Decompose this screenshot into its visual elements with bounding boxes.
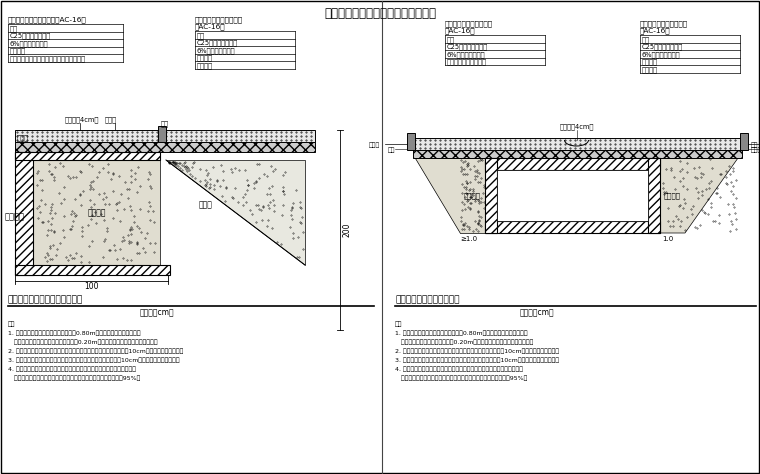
Text: 4. 台背回填采用透水性好的材料（砂砾、砂碎土、碎石或碎石石土等，不得: 4. 台背回填采用透水性好的材料（砂砾、砂碎土、碎石或碎石石土等，不得 xyxy=(395,366,523,372)
Text: C25水泥混凝土面层: C25水泥混凝土面层 xyxy=(197,39,238,46)
Text: C25水泥混凝土面层: C25水泥混凝土面层 xyxy=(641,44,682,50)
Text: 粘层: 粘层 xyxy=(9,25,17,32)
Bar xyxy=(33,160,160,265)
Polygon shape xyxy=(660,158,738,233)
Text: 道路下面有地下车库的处理大样: 道路下面有地下车库的处理大样 xyxy=(8,295,84,304)
Text: 中粒式沥青混凝土上面层: 中粒式沥青混凝土上面层 xyxy=(195,16,243,23)
Text: 6%水泥石屑稳定层: 6%水泥石屑稳定层 xyxy=(9,40,48,46)
Text: 车行道: 车行道 xyxy=(17,134,29,141)
Bar xyxy=(158,126,166,142)
Text: 100: 100 xyxy=(84,282,99,291)
Bar xyxy=(497,170,648,221)
Text: 压实土: 压实土 xyxy=(199,201,213,210)
Text: 6%水泥石屑稳定层: 6%水泥石屑稳定层 xyxy=(197,47,235,54)
Text: 用含有淤泥、杂草、腐殖物的土），各处分层压实，压实度不小于95%。: 用含有淤泥、杂草、腐殖物的土），各处分层压实，压实度不小于95%。 xyxy=(8,375,141,381)
Text: （单位：cm）: （单位：cm） xyxy=(520,308,555,317)
Text: 3. 当涵洞嵌入路面结构物垫层时，如果涵顶部分基层厚度小于10cm时应改为混凝土料找平。: 3. 当涵洞嵌入路面结构物垫层时，如果涵顶部分基层厚度小于10cm时应改为混凝土… xyxy=(395,357,559,363)
Text: 缝缝: 缝缝 xyxy=(751,142,758,147)
Text: （AC-16）: （AC-16） xyxy=(445,27,476,34)
Bar xyxy=(485,158,497,233)
Text: 石渣垫层: 石渣垫层 xyxy=(197,55,213,61)
Text: 中粒式沥青混凝土上面层（AC-16）: 中粒式沥青混凝土上面层（AC-16） xyxy=(8,16,87,23)
Text: 注：: 注： xyxy=(395,321,403,327)
Text: 粘层: 粘层 xyxy=(197,32,204,38)
Text: 6%水泥石屑稳定层: 6%水泥石屑稳定层 xyxy=(641,51,680,58)
Text: 台背回填: 台背回填 xyxy=(464,192,481,199)
Text: C25水泥混凝土面层: C25水泥混凝土面层 xyxy=(447,44,488,50)
Text: 回填压实: 回填压实 xyxy=(87,208,106,217)
Text: 用含有淤泥、杂草、腐殖物的土），各处分层压实，压实度不小于95%。: 用含有淤泥、杂草、腐殖物的土），各处分层压实，压实度不小于95%。 xyxy=(395,375,527,381)
Bar xyxy=(15,130,160,142)
Text: 素土压实（随着地下车库地板标高的变化）: 素土压实（随着地下车库地板标高的变化） xyxy=(9,55,85,62)
Bar xyxy=(485,158,660,170)
Text: 道路下面有涵洞的处理大样: 道路下面有涵洞的处理大样 xyxy=(395,295,460,304)
Bar xyxy=(648,158,660,233)
Text: 4. 墙管管回填采用透水性好的材料（砂砾、砂碎土、碎石或碎石土等，不得: 4. 墙管管回填采用透水性好的材料（砂砾、砂碎土、碎石或碎石土等，不得 xyxy=(8,366,136,372)
Text: 缝缝: 缝缝 xyxy=(388,147,395,153)
Polygon shape xyxy=(166,160,305,265)
Text: 传力杆: 传力杆 xyxy=(105,117,117,123)
Bar xyxy=(15,152,33,275)
Bar xyxy=(15,142,315,152)
Text: C25水泥混凝土面层: C25水泥混凝土面层 xyxy=(9,33,51,39)
Text: 注：: 注： xyxy=(8,321,15,327)
Polygon shape xyxy=(415,158,485,233)
Bar xyxy=(413,150,742,158)
Text: （AC-16）: （AC-16） xyxy=(640,27,670,34)
Text: 2. 当地下车库顶板入路面结构物垫层时，如果涵顶面上的垫层厚度小于10cm时应该为基层料找平。: 2. 当地下车库顶板入路面结构物垫层时，如果涵顶面上的垫层厚度小于10cm时应该… xyxy=(8,348,183,354)
Text: （单位：cm）: （单位：cm） xyxy=(140,308,175,317)
Text: ≥1.0: ≥1.0 xyxy=(460,236,477,242)
Text: 传力杆: 传力杆 xyxy=(751,147,760,153)
Bar xyxy=(740,133,748,150)
Text: 台背回填: 台背回填 xyxy=(641,66,657,73)
Text: 粘层: 粘层 xyxy=(641,36,650,43)
Text: 1. 当结构物顶面至混凝土面板厚度大于0.80m时，可不对路面结构处理。: 1. 当结构物顶面至混凝土面板厚度大于0.80m时，可不对路面结构处理。 xyxy=(8,330,141,336)
Text: 地下车库顶板至路面结构层底距离小于0.20m，涵顶顶部压实土采用回填料找平。: 地下车库顶板至路面结构层底距离小于0.20m，涵顶顶部压实土采用回填料找平。 xyxy=(8,339,157,345)
Text: 传力杆: 传力杆 xyxy=(369,142,380,147)
Text: （AC-16）: （AC-16） xyxy=(195,24,226,30)
Text: 1. 当结构物顶面至混凝土面板厚度大于0.80m时，可不对路面结构处理。: 1. 当结构物顶面至混凝土面板厚度大于0.80m时，可不对路面结构处理。 xyxy=(395,330,527,336)
Text: 中粒式沥青混凝土上面层: 中粒式沥青混凝土上面层 xyxy=(445,20,493,27)
Text: 石渣垫层（厚度变化）: 石渣垫层（厚度变化） xyxy=(447,58,486,65)
Text: 缝缝: 缝缝 xyxy=(161,120,169,127)
Text: 切缝（厚4cm）: 切缝（厚4cm） xyxy=(559,123,594,130)
Text: 地下车库: 地下车库 xyxy=(5,212,25,221)
Text: 台背回填: 台背回填 xyxy=(664,192,681,199)
Text: 切缝（厚4cm）: 切缝（厚4cm） xyxy=(65,117,100,123)
Text: 石渣垫层: 石渣垫层 xyxy=(641,58,657,65)
Text: 粘层: 粘层 xyxy=(447,36,454,43)
Bar xyxy=(413,138,742,150)
Text: 石渣垫层: 石渣垫层 xyxy=(9,47,26,54)
Bar xyxy=(15,152,160,160)
Bar xyxy=(15,265,170,275)
Text: 6%水泥石屑稳定层: 6%水泥石屑稳定层 xyxy=(447,51,485,58)
Text: 200: 200 xyxy=(343,223,352,237)
Text: 涵洞顶至路面结构物底距离小于0.20m，涵顶顶部压实土采用回填料找平。: 涵洞顶至路面结构物底距离小于0.20m，涵顶顶部压实土采用回填料找平。 xyxy=(395,339,534,345)
Text: 中粒式沥青混凝土上面层: 中粒式沥青混凝土上面层 xyxy=(640,20,688,27)
Text: 2. 当涵洞嵌入路面结构物垫层时，如果涵顶面上的垫层厚度小于10cm时应该为基层料找平。: 2. 当涵洞嵌入路面结构物垫层时，如果涵顶面上的垫层厚度小于10cm时应该为基层… xyxy=(395,348,559,354)
Text: 素土压实: 素土压实 xyxy=(197,62,213,69)
Bar xyxy=(485,221,660,233)
Text: 道路下面有箱形构造物的处理大样图: 道路下面有箱形构造物的处理大样图 xyxy=(324,7,436,20)
Bar xyxy=(407,133,415,150)
Text: 3. 当地下车库嵌入路面结构物垫层时，如果涵顶部分基层厚度小于10cm时应改为混凝土料找平。: 3. 当地下车库嵌入路面结构物垫层时，如果涵顶部分基层厚度小于10cm时应改为混… xyxy=(8,357,179,363)
Text: 1.0: 1.0 xyxy=(662,236,673,242)
Bar xyxy=(164,130,315,142)
